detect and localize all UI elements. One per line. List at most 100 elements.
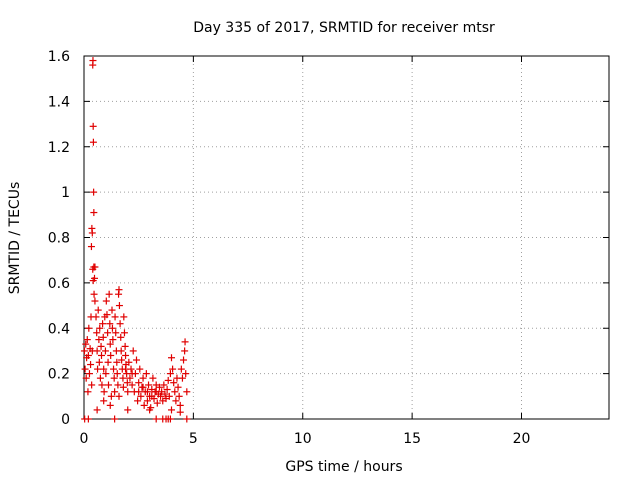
x-tick-label: 0	[80, 431, 89, 447]
data-point	[181, 338, 189, 346]
data-point	[121, 342, 129, 350]
y-tick-label: 1.2	[48, 140, 70, 156]
data-points	[80, 57, 191, 423]
data-point	[161, 390, 169, 398]
y-tick-label: 0.6	[48, 276, 70, 292]
data-point	[91, 297, 99, 305]
data-point	[137, 392, 145, 400]
data-point	[103, 311, 111, 319]
data-point	[87, 361, 95, 369]
data-point	[118, 356, 126, 364]
y-tick-label: 0.4	[48, 321, 70, 337]
data-point	[100, 365, 108, 373]
data-point	[169, 365, 177, 373]
data-point	[109, 336, 117, 344]
axis-ticks: 0 0.2 0.4 0.6 0.8 1 1.2 1.4 1.6 0 5 10 15 20	[48, 49, 609, 447]
data-point	[95, 336, 103, 344]
data-point	[153, 399, 161, 407]
data-point	[84, 415, 92, 423]
data-point	[98, 381, 106, 389]
data-point	[122, 365, 130, 373]
data-point	[100, 397, 108, 405]
y-tick-label: 1.6	[48, 49, 70, 65]
data-point	[140, 401, 148, 409]
data-point	[110, 374, 118, 382]
data-point	[107, 392, 115, 400]
data-point	[102, 370, 110, 378]
data-point	[102, 297, 110, 305]
data-point	[119, 383, 127, 391]
x-tick-label: 15	[403, 431, 421, 447]
data-point	[145, 381, 153, 389]
data-point	[106, 320, 114, 328]
data-point	[182, 370, 190, 378]
data-point	[149, 374, 157, 382]
plot-area-frame	[83, 55, 610, 420]
data-point	[89, 122, 97, 130]
data-point	[115, 302, 123, 310]
data-point	[90, 188, 98, 196]
data-point	[148, 392, 156, 400]
data-point	[168, 406, 175, 414]
data-point	[135, 388, 143, 396]
data-point	[117, 333, 125, 341]
data-point	[152, 415, 160, 423]
data-point	[81, 365, 89, 373]
data-point	[155, 383, 163, 391]
data-point	[96, 324, 104, 332]
data-point	[125, 358, 133, 366]
data-point	[164, 376, 172, 384]
data-point	[119, 374, 127, 382]
data-point	[123, 379, 131, 387]
data-point	[171, 388, 179, 396]
data-point	[94, 306, 102, 314]
data-point	[98, 351, 105, 359]
data-point	[160, 381, 168, 389]
data-point	[100, 388, 108, 396]
x-tick-label: 20	[513, 431, 531, 447]
data-point	[113, 358, 121, 366]
data-point	[89, 138, 97, 146]
data-point	[126, 374, 134, 382]
data-point	[105, 290, 113, 298]
data-point	[166, 415, 174, 423]
data-point	[157, 392, 165, 400]
data-point	[117, 347, 125, 355]
data-point	[90, 209, 98, 217]
data-point	[82, 340, 90, 348]
data-point	[87, 243, 95, 251]
data-point	[165, 392, 173, 400]
data-point	[91, 263, 99, 271]
data-point	[99, 333, 107, 341]
data-point	[88, 381, 96, 389]
data-point	[93, 347, 101, 355]
data-point	[181, 347, 189, 355]
data-point	[174, 383, 182, 391]
data-point	[116, 320, 124, 328]
data-point	[82, 374, 90, 382]
data-point	[136, 365, 144, 373]
data-point	[146, 406, 154, 414]
data-point	[104, 358, 112, 366]
data-point	[114, 381, 122, 389]
y-tick-label: 0	[61, 412, 70, 428]
data-point	[108, 324, 116, 332]
data-point	[172, 397, 180, 405]
data-point	[84, 351, 92, 359]
y-tick-label: 0.2	[48, 367, 70, 383]
y-tick-label: 1	[61, 185, 70, 201]
data-point	[142, 370, 150, 378]
data-point	[111, 415, 119, 423]
data-point	[107, 351, 115, 359]
x-tick-label: 10	[294, 431, 312, 447]
data-point	[111, 313, 119, 321]
data-point	[128, 370, 136, 378]
data-point	[135, 379, 143, 387]
data-point	[176, 408, 184, 416]
data-point	[183, 415, 191, 423]
data-point	[166, 370, 174, 378]
data-point	[139, 374, 147, 382]
data-point	[113, 370, 121, 378]
data-point	[168, 354, 175, 362]
data-point	[143, 388, 151, 396]
